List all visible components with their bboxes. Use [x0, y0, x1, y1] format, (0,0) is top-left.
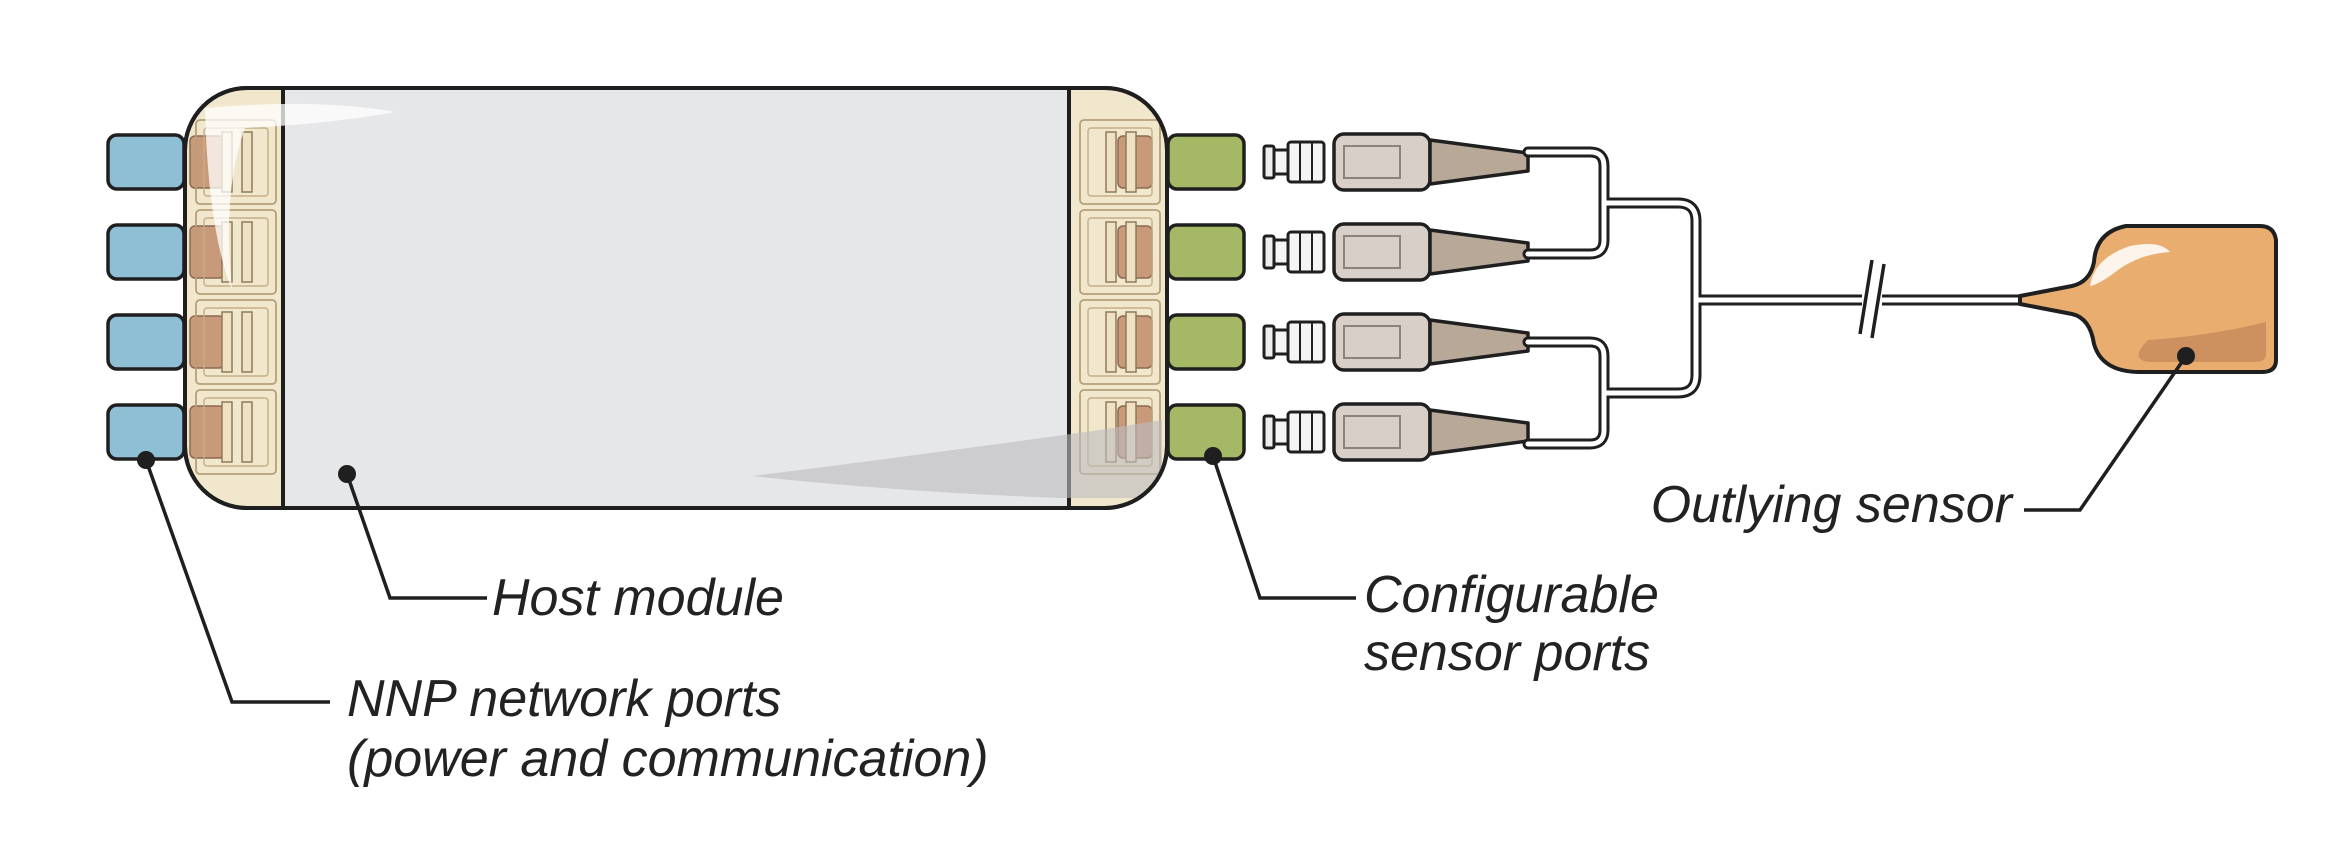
sensor-highlight: [2090, 244, 2170, 286]
nnp-port-3: [106, 313, 186, 371]
left-end-cap-circuitry: [189, 119, 277, 475]
host-highlight: [205, 103, 395, 290]
sensor-port-1: [1166, 133, 1246, 191]
outlying-sensor: [2018, 224, 2278, 374]
leader-lines: [137, 347, 2195, 704]
leader-outlying-sensor: [2024, 355, 2188, 512]
cable-break-mark-left: [1858, 259, 1874, 335]
nnp-ports-group: [106, 133, 186, 461]
cable-segment-3: [1598, 197, 1702, 399]
label-host-module: Host module: [492, 569, 784, 627]
sensor-connector-4: [1262, 402, 1530, 462]
host-shadow: [752, 420, 1162, 498]
sensor-connector-2: [1262, 222, 1530, 282]
label-nnp-ports-line2: (power and communication): [347, 730, 989, 788]
nnp-port-1: [106, 133, 186, 191]
nnp-port-4: [106, 403, 186, 461]
leader-host-module: [345, 473, 487, 600]
cable-segment-1: [1522, 146, 1610, 260]
sensor-cable: [1522, 146, 2032, 450]
sensor-port-3: [1166, 313, 1246, 371]
label-outlying-sensor: Outlying sensor: [1651, 476, 2015, 534]
label-sensor-ports-line2: sensor ports: [1364, 624, 1650, 682]
cable-segment-2: [1522, 336, 1610, 450]
sensor-port-2: [1166, 223, 1246, 281]
host-module-inner: [189, 88, 1162, 508]
host-module: [183, 86, 1169, 510]
sensor-connector-1: [1262, 132, 1530, 192]
leader-nnp-ports: [144, 459, 330, 704]
sensor-connectors: [1262, 132, 1530, 462]
label-nnp-ports-line1: NNP network ports: [347, 670, 781, 728]
sensor-ports-group: [1166, 133, 1246, 461]
label-sensor-ports-line1: Configurable: [1364, 566, 1659, 624]
leader-sensor-ports: [1211, 455, 1356, 600]
sensor-connector-3: [1262, 312, 1530, 372]
nnp-port-2: [106, 223, 186, 281]
host-module-body: [283, 88, 1069, 508]
cable-break-mark-right: [1870, 263, 1886, 339]
